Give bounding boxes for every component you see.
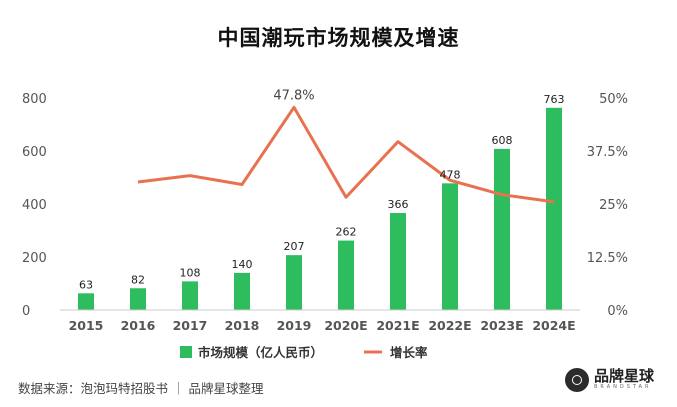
legend-line-label: 增长率 — [390, 345, 428, 360]
bar-2017 — [182, 281, 198, 310]
legend-bar-swatch — [180, 346, 192, 358]
bar-2023E — [494, 148, 510, 310]
planet-icon — [565, 368, 589, 392]
x-tick-label: 2019 — [277, 318, 312, 333]
bar-2018 — [234, 272, 250, 310]
chart-title: 中国潮玩市场规模及增速 — [217, 26, 460, 50]
y-left-tick-label: 800 — [22, 92, 47, 107]
bar-2024E — [546, 107, 562, 311]
footer-source: 数据来源：泡泡玛特招股书 ｜ 品牌星球整理 — [18, 381, 264, 396]
growth-rate-line — [137, 105, 555, 204]
bar-2016 — [130, 288, 146, 310]
y-right-tick-label: 37.5% — [587, 145, 628, 160]
brand-name: 品牌星球 — [594, 367, 655, 385]
y-right-tick-label: 50% — [599, 92, 628, 107]
bar-value-label: 763 — [544, 93, 565, 106]
bar-value-label: 108 — [180, 266, 201, 279]
bar-value-label: 207 — [284, 240, 305, 253]
brand-sub: BRANDSTAR — [594, 384, 652, 390]
bar-value-label: 608 — [492, 134, 513, 147]
bar-value-label: 63 — [79, 278, 93, 291]
y-left-tick-label: 0 — [22, 304, 30, 319]
y-right-tick-label: 12.5% — [587, 251, 628, 266]
bar-2015 — [78, 293, 94, 310]
brand-logo: 品牌星球 BRANDSTAR — [565, 368, 654, 392]
x-tick-label: 2015 — [69, 318, 104, 333]
bar-value-label: 478 — [440, 168, 461, 181]
x-tick-label: 2021E — [376, 318, 419, 333]
growth-peak-label: 47.8% — [273, 88, 314, 103]
bar-2020E — [338, 240, 354, 310]
bar-2022E — [442, 183, 458, 310]
y-right-tick-label: 25% — [599, 198, 628, 213]
x-tick-label: 2020E — [324, 318, 367, 333]
y-left-tick-label: 400 — [22, 198, 47, 213]
y-right-tick-label: 0% — [607, 304, 628, 319]
bar-2021E — [390, 213, 406, 310]
x-tick-label: 2024E — [532, 318, 575, 333]
bar-2019 — [286, 255, 302, 310]
x-tick-label: 2022E — [428, 318, 471, 333]
bar-value-label: 262 — [336, 226, 357, 239]
y-left-tick-label: 200 — [22, 251, 47, 266]
x-tick-label: 2016 — [121, 318, 156, 333]
bar-value-label: 82 — [131, 273, 145, 286]
bar-value-label: 366 — [388, 198, 409, 211]
bar-value-label: 140 — [232, 258, 253, 271]
legend-bar-label: 市场规模（亿人民币） — [198, 345, 323, 360]
x-tick-label: 2023E — [480, 318, 523, 333]
x-tick-label: 2018 — [225, 318, 260, 333]
y-left-tick-label: 600 — [22, 145, 47, 160]
x-tick-label: 2017 — [173, 318, 208, 333]
